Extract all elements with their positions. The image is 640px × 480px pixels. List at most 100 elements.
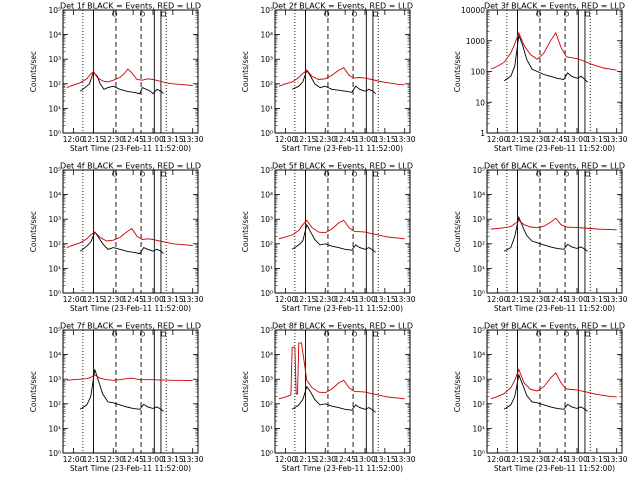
event-marker [139, 171, 145, 177]
x-tick-label: 13:30 [394, 455, 416, 464]
y-tick-label: 1000 [466, 37, 485, 46]
chart-panel-1: Det 1f BLACK = Events, RED = LLD 10⁰ 10¹ 10… [29, 2, 204, 154]
y-tick-label: 10⁵ [260, 166, 273, 175]
event-marker [112, 11, 118, 17]
x-tick-label: 13:15 [586, 455, 608, 464]
series-line-lld [490, 31, 617, 71]
y-axis-label: Counts/sec [453, 51, 462, 92]
y-tick-label: 10² [48, 80, 61, 89]
chart-title: Det 8f BLACK = Events, RED = LLD [272, 322, 413, 331]
y-tick-label: 10⁴ [472, 351, 485, 360]
event-marker [324, 331, 330, 337]
x-tick-label: 12:15 [83, 135, 105, 144]
chart-panel-4: Det 4f BLACK = Events, RED = LLD 10⁰ 10¹ 10… [29, 162, 204, 314]
x-tick-label: 12:30 [314, 135, 336, 144]
x-tick-label: 12:30 [102, 455, 124, 464]
series-line-lld [490, 217, 617, 231]
plot-frame [486, 169, 623, 294]
y-tick-label: 10² [260, 240, 273, 249]
x-axis-label: Start Time (23-Feb-11 11:52:00) [70, 304, 191, 313]
y-axis-label: Counts/sec [29, 51, 38, 92]
y-tick-label: 10⁴ [48, 191, 61, 200]
x-tick-label: 12:00 [275, 135, 297, 144]
y-tick-label: 10³ [48, 215, 61, 224]
y-tick-label: 10⁴ [260, 191, 273, 200]
event-marker [112, 331, 118, 337]
y-tick-label: 10¹ [48, 424, 61, 433]
event-marker [139, 331, 145, 337]
x-tick-label: 13:15 [162, 455, 184, 464]
y-axis-label: Counts/sec [29, 371, 38, 412]
x-tick-label: 12:30 [314, 295, 336, 304]
x-axis-label: Start Time (23-Feb-11 11:52:00) [282, 464, 403, 473]
x-axis-label: Start Time (23-Feb-11 11:52:00) [282, 144, 403, 153]
x-tick-label: 12:15 [295, 455, 317, 464]
y-tick-label: 10⁰ [48, 289, 61, 298]
y-tick-label: 10² [48, 400, 61, 409]
y-tick-label: 10¹ [472, 264, 485, 273]
x-tick-label: 13:00 [566, 295, 588, 304]
event-marker [585, 171, 590, 177]
series-line-lld [66, 374, 193, 382]
event-marker [373, 11, 378, 17]
y-tick-label: 10⁵ [48, 6, 61, 15]
event-marker [351, 171, 357, 177]
series-line-lld [66, 68, 193, 89]
y-tick-label: 10³ [48, 55, 61, 64]
y-tick-label: 10⁴ [472, 191, 485, 200]
y-tick-label: 10¹ [48, 264, 61, 273]
plot-frame [62, 329, 199, 454]
series-line-lld [278, 67, 405, 87]
event-marker [373, 331, 378, 337]
event-marker [139, 11, 145, 17]
y-tick-label: 10¹ [260, 104, 273, 113]
series-line-events [79, 231, 164, 255]
x-tick-label: 12:00 [63, 295, 85, 304]
y-tick-label: 10⁰ [260, 289, 273, 298]
y-tick-label: 10⁰ [260, 129, 273, 138]
x-tick-label: 13:15 [374, 135, 396, 144]
chart-panel-2: Det 2f BLACK = Events, RED = LLD 10⁰ 10¹ 10… [241, 2, 416, 154]
plot-frame [62, 169, 199, 294]
y-axis-label: Counts/sec [241, 211, 250, 252]
x-tick-label: 12:00 [487, 455, 509, 464]
x-tick-label: 12:00 [275, 295, 297, 304]
x-tick-label: 12:45 [334, 295, 356, 304]
x-tick-label: 13:15 [374, 295, 396, 304]
x-tick-label: 12:45 [334, 135, 356, 144]
chart-title: Det 9f BLACK = Events, RED = LLD [484, 322, 625, 331]
event-marker [563, 11, 569, 17]
x-tick-label: 12:30 [102, 135, 124, 144]
x-tick-label: 12:30 [102, 295, 124, 304]
event-marker [373, 171, 378, 177]
y-tick-label: 10³ [48, 375, 61, 384]
series-line-lld [490, 368, 617, 400]
x-axis-label: Start Time (23-Feb-11 11:52:00) [70, 144, 191, 153]
series-line-events [292, 69, 376, 94]
x-tick-label: 12:00 [487, 295, 509, 304]
event-marker [536, 331, 542, 337]
x-tick-label: 12:15 [295, 295, 317, 304]
y-tick-label: 10⁴ [48, 351, 61, 360]
y-axis-label: Counts/sec [453, 211, 462, 252]
plot-frame [274, 9, 411, 134]
event-marker [563, 331, 569, 337]
x-tick-label: 12:15 [83, 295, 105, 304]
event-marker [324, 171, 330, 177]
y-tick-label: 10⁵ [48, 326, 61, 335]
x-axis-label: Start Time (23-Feb-11 11:52:00) [494, 144, 615, 153]
x-tick-label: 13:15 [586, 295, 608, 304]
chart-panel-6: Det 6f BLACK = Events, RED = LLD 10⁰ 10¹ 10… [453, 162, 628, 314]
event-marker [351, 331, 357, 337]
y-tick-label: 10³ [260, 55, 273, 64]
chart-title: Det 3f BLACK = Events, RED = LLD [484, 2, 625, 11]
x-tick-label: 13:15 [374, 455, 396, 464]
x-tick-label: 13:15 [162, 135, 184, 144]
plot-frame [274, 169, 411, 294]
y-tick-label: 10000 [461, 6, 485, 15]
x-tick-label: 12:00 [63, 135, 85, 144]
x-tick-label: 12:45 [546, 455, 568, 464]
y-tick-label: 10⁰ [472, 289, 485, 298]
y-tick-label: 10⁰ [472, 449, 485, 458]
series-line-lld [278, 219, 405, 240]
